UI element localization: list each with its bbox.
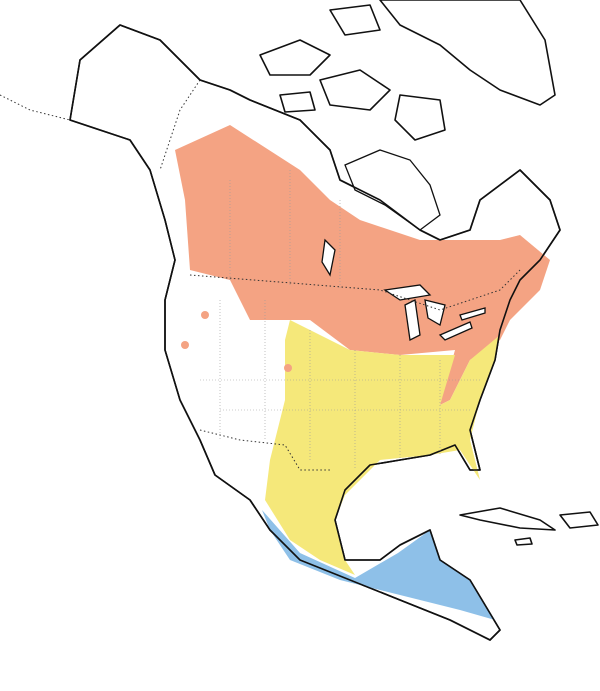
hispaniola <box>559 511 599 529</box>
coastline <box>69 24 561 641</box>
lake <box>321 238 336 277</box>
state-lines <box>200 170 480 470</box>
range-dot <box>284 364 292 372</box>
lake <box>404 299 421 341</box>
lake <box>383 284 432 301</box>
aleutians <box>0 94 71 121</box>
range-dot <box>201 311 209 319</box>
lake <box>424 299 446 326</box>
jamaica <box>514 537 533 546</box>
alaska-border <box>159 79 201 171</box>
winter-range <box>262 510 495 620</box>
arctic-island <box>394 94 446 141</box>
arctic-island <box>319 69 391 111</box>
arctic-island <box>329 4 381 36</box>
cuba <box>459 507 556 531</box>
arctic-island <box>279 91 316 113</box>
lake <box>438 321 473 341</box>
range-dot <box>181 341 189 349</box>
greenland <box>379 0 556 106</box>
lake <box>459 307 486 321</box>
arctic-island <box>259 39 331 76</box>
year-round-range <box>265 320 500 575</box>
hudson-bay <box>344 149 441 231</box>
